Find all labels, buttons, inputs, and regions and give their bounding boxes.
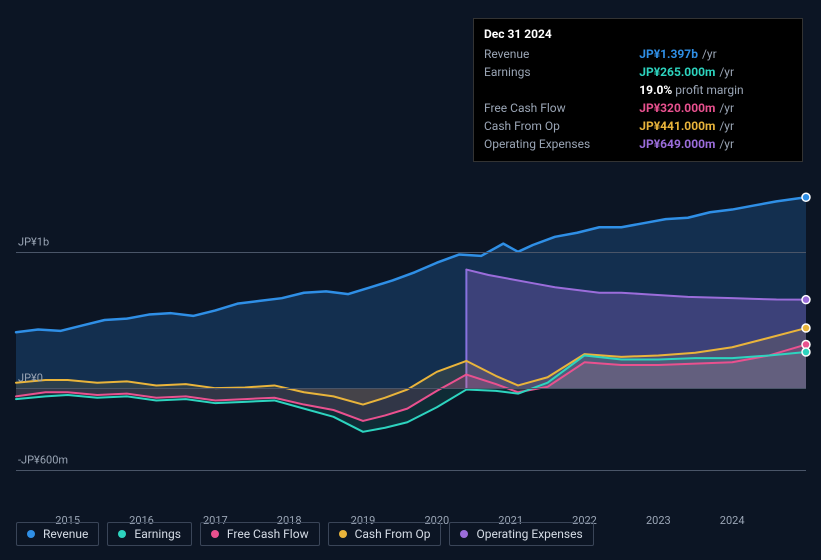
gridline	[16, 388, 806, 389]
tooltip-row-value: JP¥265.000m/yr	[639, 63, 792, 81]
tooltip-row-sub: 19.0% profit margin	[639, 81, 792, 99]
series-end-dot	[802, 193, 810, 201]
legend-swatch	[339, 530, 347, 538]
legend-item-free-cash-flow[interactable]: Free Cash Flow	[200, 522, 320, 546]
tooltip-row-label: Cash From Op	[484, 117, 639, 135]
tooltip-row-value: JP¥320.000m/yr	[639, 99, 792, 117]
tooltip-row-value: JP¥649.000m/yr	[639, 135, 792, 153]
y-axis-label: JP¥0	[18, 372, 43, 385]
financials-chart[interactable]: 2015201620172018201920202021202220232024…	[16, 160, 806, 510]
data-tooltip: Dec 31 2024 RevenueJP¥1.397b/yrEarningsJ…	[473, 18, 803, 162]
tooltip-row-label: Operating Expenses	[484, 135, 639, 153]
legend: Revenue Earnings Free Cash Flow Cash From O…	[16, 522, 594, 546]
series-end-dot	[802, 348, 810, 356]
tooltip-row-label: Free Cash Flow	[484, 99, 639, 117]
tooltip-row-label: Earnings	[484, 63, 639, 81]
x-axis-label: 2023	[646, 514, 671, 527]
gridline	[16, 470, 806, 471]
legend-label: Cash From Op	[355, 527, 431, 541]
legend-label: Operating Expenses	[476, 527, 582, 541]
legend-item-earnings[interactable]: Earnings	[107, 522, 192, 546]
legend-label: Earnings	[134, 527, 181, 541]
legend-swatch	[460, 530, 468, 538]
chart-svg	[16, 170, 806, 470]
tooltip-row-value: JP¥1.397b/yr	[639, 45, 792, 63]
legend-swatch	[211, 530, 219, 538]
legend-swatch	[27, 530, 35, 538]
legend-label: Free Cash Flow	[227, 527, 309, 541]
tooltip-row-label: Revenue	[484, 45, 639, 63]
legend-label: Revenue	[43, 527, 88, 541]
legend-item-cash-from-op[interactable]: Cash From Op	[328, 522, 442, 546]
tooltip-row-value: JP¥441.000m/yr	[639, 117, 792, 135]
series-end-dot	[802, 296, 810, 304]
legend-swatch	[118, 530, 126, 538]
tooltip-date: Dec 31 2024	[484, 25, 792, 45]
y-axis-label: -JP¥600m	[18, 454, 68, 467]
legend-item-revenue[interactable]: Revenue	[16, 522, 99, 546]
plot-area[interactable]	[16, 170, 806, 470]
y-axis-label: JP¥1b	[18, 235, 49, 248]
gridline	[16, 252, 806, 253]
tooltip-table: RevenueJP¥1.397b/yrEarningsJP¥265.000m/y…	[484, 45, 792, 153]
series-end-dot	[802, 324, 810, 332]
legend-item-operating-expenses[interactable]: Operating Expenses	[449, 522, 593, 546]
x-axis-label: 2024	[720, 514, 745, 527]
